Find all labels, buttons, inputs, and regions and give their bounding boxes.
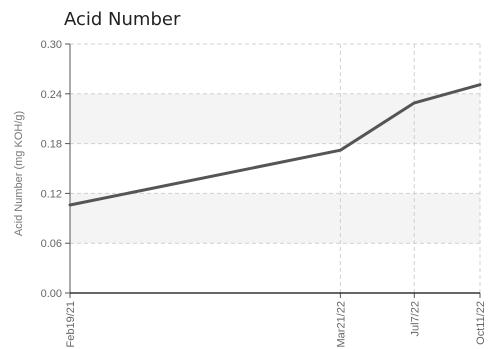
x-tick-label: Jul7/22 — [409, 301, 421, 336]
x-tick-label: Oct11/22 — [475, 301, 487, 345]
background-band — [70, 93, 480, 144]
y-tick-label: 0.06 — [41, 238, 62, 250]
vertical-gridlines — [69, 44, 481, 298]
series-lines — [68, 83, 482, 207]
y-tick-labels: 0.00 0.06 0.12 0.18 0.24 0.30 — [41, 39, 62, 300]
y-tick-label: 0.24 — [41, 89, 62, 101]
x-tick-label: Mar21/22 — [335, 301, 347, 347]
y-axis-label: Acid Number (mg KOH/g) — [13, 111, 25, 236]
y-tick-label: 0.12 — [41, 188, 62, 200]
x-tick-label: Feb19/21 — [65, 301, 77, 347]
y-tick-label: 0.30 — [41, 39, 62, 51]
background-bands — [70, 93, 480, 244]
y-tick-label: 0.18 — [41, 139, 62, 151]
axes — [69, 44, 480, 294]
chart-title: Acid Number — [64, 9, 181, 30]
series-line — [68, 83, 482, 207]
y-tick-label: 0.00 — [41, 288, 62, 300]
background-band — [70, 193, 480, 244]
x-tick-labels: Feb19/21 Mar21/22 Jul7/22 Oct11/22 — [65, 301, 487, 347]
horizontal-gridlines — [65, 43, 480, 294]
